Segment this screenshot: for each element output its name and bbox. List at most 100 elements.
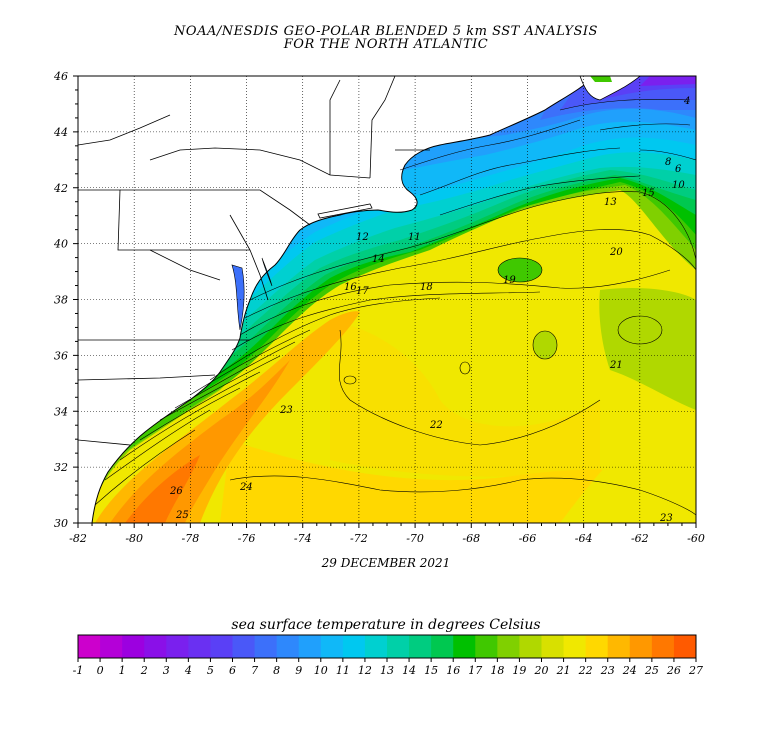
colorbar-swatch (100, 635, 123, 658)
colorbar-tick-label: 12 (358, 664, 372, 677)
lon-axis: -82 -80 -78 -76 -74 -72 -70 -68 -66 -64 -62 -60 (69, 532, 705, 545)
colorbar-swatch (387, 635, 410, 658)
contour-label: 12 (356, 232, 369, 243)
lat-tick-label: 30 (54, 517, 68, 530)
lat-axis: 46 44 42 40 38 36 34 32 30 (53, 70, 68, 530)
colorbar-tick-label: 6 (229, 664, 236, 677)
colorbar-swatch (188, 635, 211, 658)
contour-label: 20 (609, 247, 623, 258)
colorbar-swatch (276, 635, 300, 658)
colorbar-swatch (166, 635, 189, 658)
colorbar-swatch (431, 635, 454, 658)
colorbar-swatch (78, 635, 101, 658)
colorbar-tick-label: 23 (600, 664, 615, 677)
lon-tick-label: -78 (182, 532, 200, 545)
contour-label: 16 (344, 282, 357, 293)
lon-tick-label: -74 (294, 532, 312, 545)
colorbar-swatch (254, 635, 278, 658)
colorbar-tick-label: 13 (380, 664, 394, 677)
colorbar-tick-label: 11 (336, 664, 350, 677)
colorbar-tick-label: 20 (534, 664, 549, 677)
contour-label: 23 (279, 405, 293, 416)
colorbar-tick-label: 10 (314, 664, 328, 677)
lon-tick-label: -72 (350, 532, 368, 545)
analysis-date: 29 DECEMBER 2021 (321, 556, 451, 570)
colorbar-tick-label: 15 (424, 664, 438, 677)
colorbar-swatch (342, 635, 366, 658)
lat-tick-label: 44 (53, 126, 68, 139)
contour-labels: 4 6 8 10 11 12 13 14 15 16 17 18 19 20 2… (169, 96, 690, 524)
colorbar-labels: -1 0 1 2 3 4 5 6 7 8 9 10 11 12 13 14 15 16 17 18 19 20 21 22 23… (73, 664, 703, 677)
colorbar-tick-label: 14 (402, 664, 416, 677)
lat-tick-label: 40 (53, 238, 68, 251)
lon-tick-label: -76 (238, 532, 256, 545)
lat-tick-label: 36 (54, 349, 68, 362)
contour-label: 18 (420, 282, 433, 293)
colorbar-tick-label: 19 (512, 664, 526, 677)
lon-tick-label: -68 (462, 532, 480, 545)
coastline (91, 75, 596, 524)
contour-label: 13 (604, 197, 617, 208)
colorbar-swatch (607, 635, 631, 658)
colorbar-swatch (519, 635, 542, 658)
contour-label: 17 (356, 286, 369, 297)
lon-tick-label: -62 (631, 532, 649, 545)
contour-label: 22 (429, 420, 443, 431)
colorbar-swatch (453, 635, 476, 658)
colorbar-tick-label: 5 (207, 664, 214, 677)
lon-tick-label: -60 (687, 532, 705, 545)
contour-label: 14 (372, 254, 385, 265)
contour-label: 15 (642, 188, 655, 199)
lon-tick-label: -82 (69, 532, 87, 545)
colorbar-swatch (585, 635, 609, 658)
colorbar-tick-label: 4 (184, 664, 192, 677)
colorbar-tick-label: 16 (446, 664, 460, 677)
colorbar-swatch (629, 635, 653, 658)
colorbar-swatch (541, 635, 565, 658)
colorbar-swatch (409, 635, 432, 658)
colorbar-tick-label: 17 (468, 664, 482, 677)
colorbar-tick-label: 8 (273, 664, 280, 677)
contour-label: 21 (609, 360, 623, 371)
map-title-line2: FOR THE NORTH ATLANTIC (283, 37, 489, 52)
map-title-line1: NOAA/NESDIS GEO-POLAR BLENDED 5 km SST A… (174, 24, 598, 39)
contour-label: 11 (408, 232, 421, 243)
contour-label: 4 (683, 96, 690, 107)
lat-tick-label: 38 (54, 294, 68, 307)
colorbar-swatch (475, 635, 498, 658)
colorbar-swatch (320, 635, 344, 658)
colorbar-tick-label: 0 (97, 664, 104, 677)
lat-tick-label: 42 (53, 182, 68, 195)
colorbar-tick-label: 24 (622, 664, 637, 677)
colorbar-tick-label: 25 (644, 664, 659, 677)
contour-label: 6 (675, 164, 682, 175)
lon-tick-label: -70 (406, 532, 424, 545)
colorbar-swatch (651, 635, 675, 658)
colorbar-tick-label: 9 (295, 664, 302, 677)
delaware-bay (261, 257, 273, 287)
colorbar-swatch (497, 635, 520, 658)
colorbar-swatch (673, 635, 697, 658)
contour-label: 24 (239, 482, 253, 493)
chesapeake-bay (231, 264, 245, 331)
contour-label: 26 (169, 486, 183, 497)
axis-ticks (73, 75, 697, 528)
colorbar-swatch (122, 635, 145, 658)
contour-label: 8 (665, 157, 671, 168)
isotherms (94, 99, 696, 516)
grid-lines (78, 76, 696, 523)
colorbar (77, 634, 697, 662)
colorbar-tick-label: 22 (578, 664, 593, 677)
contour-label: 19 (503, 275, 516, 286)
colorbar-swatch (563, 635, 587, 658)
colorbar-swatch (298, 635, 322, 658)
colorbar-tick-label: 21 (556, 664, 571, 677)
lon-tick-label: -64 (575, 532, 593, 545)
lat-tick-label: 34 (54, 405, 68, 418)
lat-tick-label: 46 (53, 70, 68, 83)
colorbar-tick-label: 7 (251, 664, 258, 677)
colorbar-tick-label: 27 (688, 664, 703, 677)
colorbar-swatch (232, 635, 256, 658)
colorbar-tick-label: -1 (73, 664, 84, 677)
